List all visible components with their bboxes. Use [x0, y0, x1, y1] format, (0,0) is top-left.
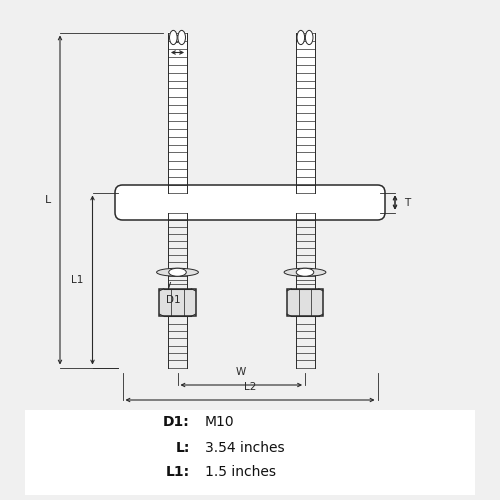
FancyBboxPatch shape — [115, 185, 385, 220]
Text: L2: L2 — [244, 382, 256, 392]
Text: 1.5 inches: 1.5 inches — [205, 466, 276, 479]
Text: L: L — [45, 195, 51, 205]
Text: M10: M10 — [205, 416, 234, 430]
Ellipse shape — [297, 30, 304, 44]
Text: D1: D1 — [166, 295, 180, 305]
Bar — [168, 32, 187, 192]
Text: L1: L1 — [71, 275, 84, 285]
Ellipse shape — [296, 268, 314, 276]
Ellipse shape — [306, 30, 313, 44]
Bar — [25, 410, 475, 495]
Text: D1:: D1: — [163, 416, 190, 430]
Text: L1:: L1: — [166, 466, 190, 479]
Text: D: D — [174, 35, 182, 45]
Ellipse shape — [170, 30, 177, 44]
Bar — [287, 289, 323, 316]
Ellipse shape — [178, 30, 186, 44]
Text: T: T — [404, 198, 410, 207]
Text: L:: L: — [176, 440, 190, 454]
Ellipse shape — [168, 268, 186, 276]
Text: W: W — [236, 367, 246, 377]
Ellipse shape — [284, 268, 326, 276]
Bar — [296, 32, 314, 192]
Ellipse shape — [156, 268, 198, 276]
Text: 3.54 inches: 3.54 inches — [205, 440, 284, 454]
Bar — [160, 289, 196, 316]
